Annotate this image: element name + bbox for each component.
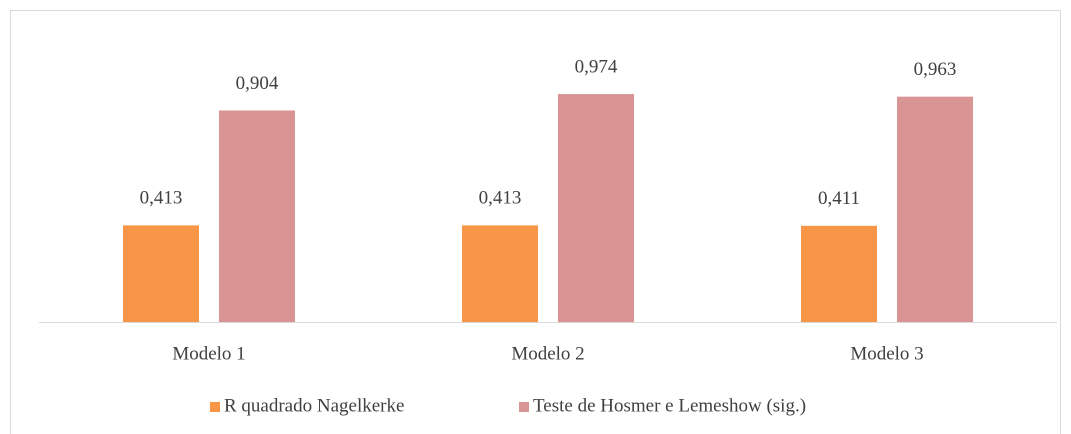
bar <box>801 225 877 322</box>
x-tick-label: Modelo 3 <box>850 343 923 364</box>
legend-swatch <box>210 402 220 412</box>
data-label: 0,413 <box>140 188 183 209</box>
x-tick-label: Modelo 2 <box>511 343 584 364</box>
legend-label: R quadrado Nagelkerke <box>224 395 404 416</box>
bar <box>558 94 634 322</box>
data-label: 0,974 <box>575 56 618 77</box>
bar <box>123 225 199 322</box>
bar <box>462 225 538 322</box>
chart-frame <box>10 10 1061 434</box>
legend-swatch <box>519 402 529 412</box>
data-label: 0,413 <box>479 188 522 209</box>
legend-label: Teste de Hosmer e Lemeshow (sig.) <box>533 395 806 416</box>
data-label: 0,411 <box>818 188 860 209</box>
bar <box>897 96 973 323</box>
bar <box>219 110 295 323</box>
data-label: 0,963 <box>914 59 957 80</box>
data-label: 0,904 <box>236 73 279 94</box>
x-tick-label: Modelo 1 <box>172 343 245 364</box>
